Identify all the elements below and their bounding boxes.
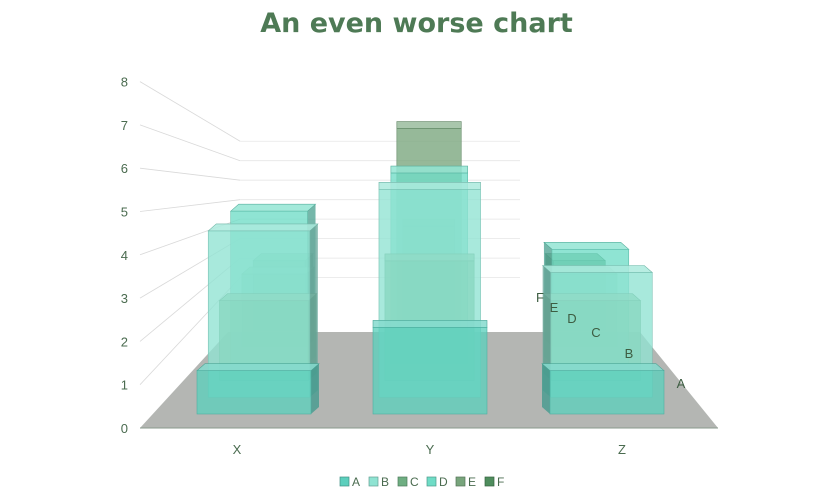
bar-top: [390, 165, 468, 174]
y-tick-label: 0: [121, 421, 128, 436]
bar: [372, 327, 488, 415]
legend: A B C D E F: [339, 475, 504, 489]
gridline: [139, 167, 241, 181]
legend-label: C: [410, 475, 419, 489]
legend-swatch: [426, 476, 437, 487]
bar-top: [378, 182, 481, 190]
depth-label: C: [591, 325, 600, 340]
legend-label: A: [352, 475, 360, 489]
chart-title: An even worse chart: [260, 8, 573, 39]
y-tick-label: 4: [121, 248, 128, 263]
depth-label: D: [567, 311, 576, 326]
legend-swatch: [397, 476, 408, 487]
bar: [549, 370, 665, 415]
x-tick-label: X: [233, 442, 242, 457]
y-tick-label: 6: [121, 161, 128, 176]
x-tick-label: Y: [426, 442, 435, 457]
bar-side: [309, 223, 318, 398]
bar-side: [311, 363, 319, 414]
bar: [196, 370, 312, 415]
y-tick-label: 3: [121, 291, 128, 306]
depth-label: B: [625, 346, 634, 361]
bar-top: [196, 363, 320, 372]
bar-top: [541, 265, 654, 273]
legend-swatch: [484, 476, 495, 487]
depth-label: E: [550, 300, 559, 315]
bar-top: [229, 203, 317, 212]
y-tick-label: 7: [121, 118, 128, 133]
bar-side: [542, 363, 550, 414]
x-tick-label: Z: [618, 442, 626, 457]
gridline: [139, 199, 241, 212]
y-tick-label: 2: [121, 334, 128, 349]
legend-label: B: [381, 475, 389, 489]
y-tick-label: 8: [121, 75, 128, 90]
depth-label: A: [677, 376, 686, 391]
depth-label: F: [536, 290, 544, 305]
legend-swatch: [368, 476, 379, 487]
legend-label: F: [497, 475, 504, 489]
bar-top: [372, 320, 488, 328]
bar-top: [207, 223, 319, 232]
gridline: [139, 124, 241, 162]
bars: [196, 121, 665, 415]
bar-top: [541, 363, 665, 372]
legend-label: D: [439, 475, 448, 489]
legend-swatch: [339, 476, 350, 487]
legend-swatch: [455, 476, 466, 487]
y-tick-label: 5: [121, 205, 128, 220]
legend-label: E: [468, 475, 476, 489]
gridline: [139, 81, 241, 142]
bar-top: [396, 121, 462, 129]
bar-top: [543, 241, 630, 250]
y-tick-label: 1: [121, 378, 128, 393]
